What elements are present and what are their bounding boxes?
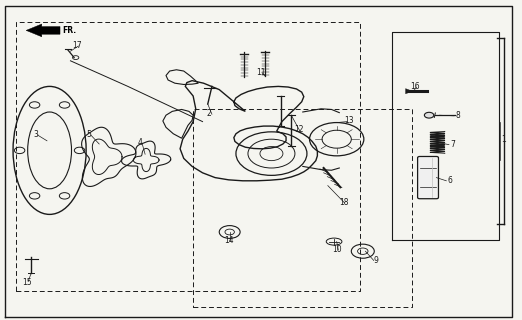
Text: 6: 6	[447, 176, 453, 185]
Text: 8: 8	[456, 111, 461, 120]
FancyBboxPatch shape	[418, 156, 438, 199]
Text: 11: 11	[256, 68, 266, 76]
Text: 18: 18	[339, 198, 348, 207]
Text: 17: 17	[73, 41, 82, 50]
Text: 15: 15	[22, 278, 32, 287]
Text: 7: 7	[450, 140, 456, 149]
Text: FR.: FR.	[63, 26, 77, 35]
Text: 16: 16	[411, 82, 420, 91]
Text: 5: 5	[86, 130, 91, 139]
Text: 10: 10	[332, 245, 341, 254]
Text: 4: 4	[137, 138, 143, 147]
Polygon shape	[406, 89, 412, 94]
Text: 14: 14	[224, 236, 233, 245]
Polygon shape	[26, 24, 60, 37]
Text: 12: 12	[294, 125, 303, 134]
Text: 1: 1	[501, 135, 506, 144]
Text: 3: 3	[33, 130, 38, 139]
Circle shape	[424, 112, 434, 118]
Text: 13: 13	[344, 116, 353, 125]
Text: 2: 2	[206, 109, 211, 118]
Text: 9: 9	[373, 256, 378, 265]
